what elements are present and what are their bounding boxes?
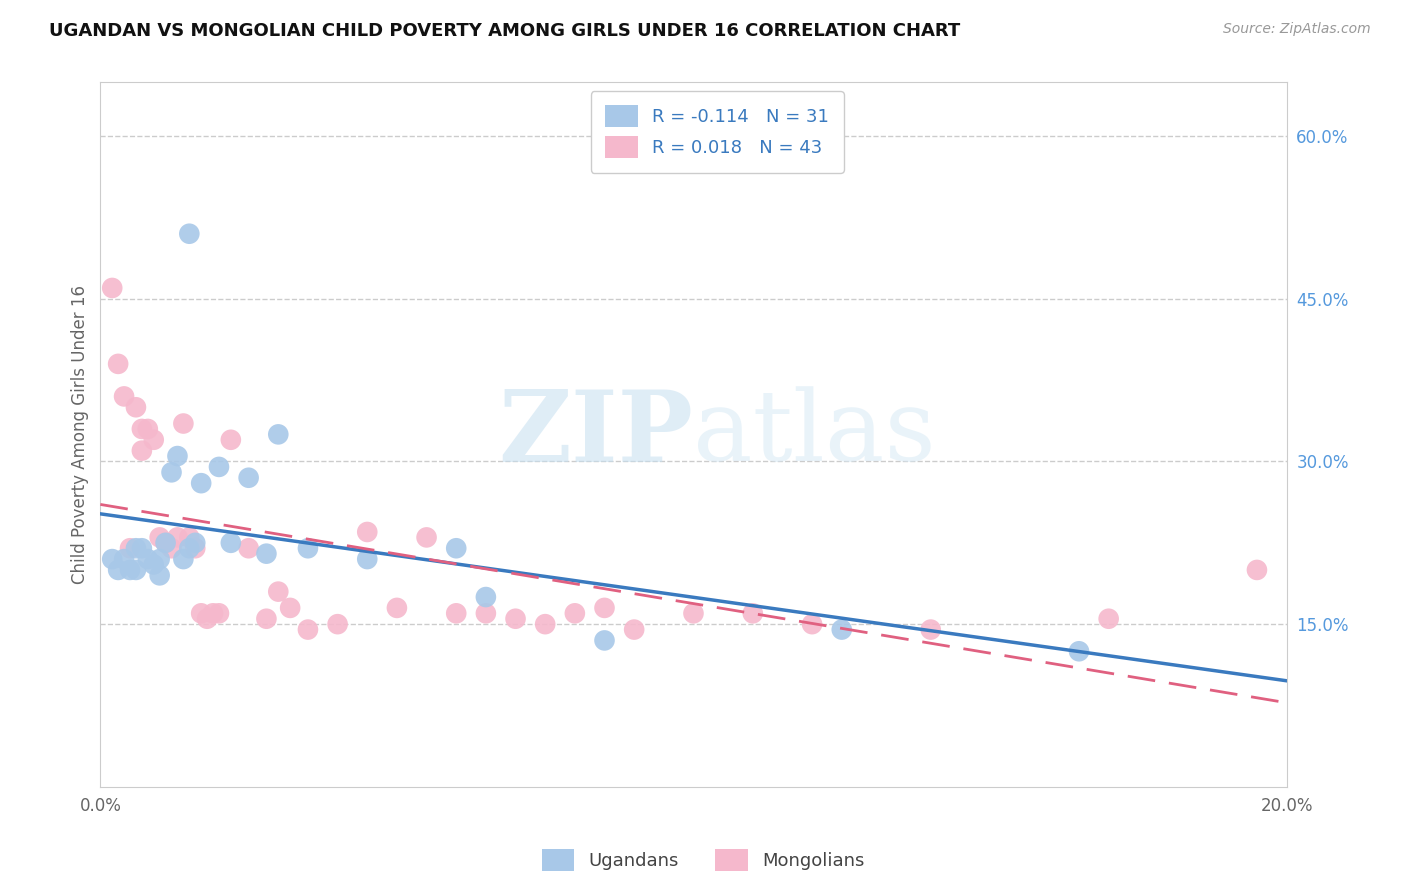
Point <box>831 623 853 637</box>
Text: ZIP: ZIP <box>499 386 693 483</box>
Point <box>149 552 172 566</box>
Point <box>131 443 153 458</box>
Point <box>160 541 183 556</box>
Point <box>155 536 177 550</box>
Point <box>179 227 201 241</box>
Point <box>142 558 165 572</box>
Point <box>125 563 148 577</box>
Point <box>385 600 408 615</box>
Point <box>118 563 141 577</box>
Legend: Ugandans, Mongolians: Ugandans, Mongolians <box>534 842 872 879</box>
Point <box>444 607 467 621</box>
Text: UGANDAN VS MONGOLIAN CHILD POVERTY AMONG GIRLS UNDER 16 CORRELATION CHART: UGANDAN VS MONGOLIAN CHILD POVERTY AMONG… <box>49 22 960 40</box>
Point <box>184 541 207 556</box>
Point <box>136 422 159 436</box>
Point <box>267 427 290 442</box>
Point <box>155 536 177 550</box>
Text: atlas: atlas <box>693 386 936 483</box>
Point <box>179 530 201 544</box>
Point <box>238 471 260 485</box>
Point <box>564 607 586 621</box>
Point <box>1067 644 1090 658</box>
Point <box>475 607 498 621</box>
Point <box>267 584 290 599</box>
Point <box>101 281 124 295</box>
Point <box>136 552 159 566</box>
Point <box>149 568 172 582</box>
Point <box>326 617 349 632</box>
Point <box>920 623 942 637</box>
Point <box>415 530 437 544</box>
Point <box>172 552 194 566</box>
Point <box>254 547 277 561</box>
Point <box>593 633 616 648</box>
Point <box>142 433 165 447</box>
Point <box>534 617 557 632</box>
Point <box>1098 612 1121 626</box>
Point <box>125 541 148 556</box>
Point <box>238 541 260 556</box>
Legend: R = -0.114   N = 31, R = 0.018   N = 43: R = -0.114 N = 31, R = 0.018 N = 43 <box>591 91 844 173</box>
Point <box>208 607 231 621</box>
Point <box>475 590 498 604</box>
Point <box>444 541 467 556</box>
Y-axis label: Child Poverty Among Girls Under 16: Child Poverty Among Girls Under 16 <box>72 285 89 584</box>
Point <box>278 600 301 615</box>
Point <box>195 612 218 626</box>
Point <box>297 541 319 556</box>
Point <box>179 541 201 556</box>
Point <box>131 541 153 556</box>
Point <box>297 623 319 637</box>
Point <box>184 536 207 550</box>
Point <box>356 552 378 566</box>
Point <box>107 357 129 371</box>
Point <box>741 607 763 621</box>
Point <box>149 530 172 544</box>
Point <box>593 600 616 615</box>
Point <box>166 449 188 463</box>
Point <box>356 524 378 539</box>
Point <box>118 541 141 556</box>
Point <box>107 563 129 577</box>
Point <box>112 389 135 403</box>
Point <box>112 552 135 566</box>
Point <box>190 607 212 621</box>
Point <box>219 536 242 550</box>
Point <box>505 612 527 626</box>
Point <box>1246 563 1268 577</box>
Point <box>219 433 242 447</box>
Text: Source: ZipAtlas.com: Source: ZipAtlas.com <box>1223 22 1371 37</box>
Point <box>101 552 124 566</box>
Point <box>131 422 153 436</box>
Point <box>172 417 194 431</box>
Point <box>202 607 225 621</box>
Point <box>254 612 277 626</box>
Point <box>190 476 212 491</box>
Point <box>682 607 704 621</box>
Point <box>160 466 183 480</box>
Point <box>208 459 231 474</box>
Point <box>166 530 188 544</box>
Point <box>125 401 148 415</box>
Point <box>801 617 824 632</box>
Point <box>623 623 645 637</box>
